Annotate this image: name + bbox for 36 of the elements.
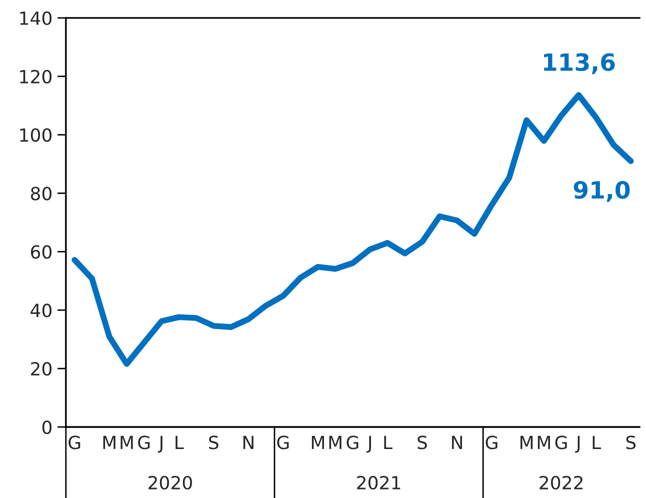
- x-tick-label: L: [176, 436, 184, 450]
- x-tick-label: N: [452, 436, 462, 450]
- x-tick-label: S: [626, 436, 636, 450]
- x-tick-label: M: [312, 436, 324, 450]
- data-label: 91,0: [574, 180, 630, 202]
- y-tick-label: 80: [30, 186, 52, 200]
- x-tick-label: M: [103, 436, 116, 450]
- x-tick-label: M: [538, 436, 550, 450]
- y-tick-label: 0: [42, 420, 52, 434]
- x-tick-label: G: [486, 436, 498, 450]
- x-tick-label: G: [138, 436, 150, 450]
- x-tick-label: J: [575, 436, 580, 453]
- text: 2021: [357, 476, 400, 490]
- x-tick-label: G: [277, 436, 289, 450]
- x-tick-label: J: [158, 436, 162, 453]
- x-tick-label: S: [209, 436, 218, 450]
- x-tick-label: M: [520, 436, 533, 450]
- x-tick-label: G: [68, 436, 80, 450]
- y-tick-label: 100: [20, 128, 52, 142]
- x-tick-label: S: [418, 436, 427, 450]
- y-tick-label: 40: [30, 304, 52, 318]
- x-tick-label: J: [366, 436, 371, 453]
- x-tick-label: M: [120, 436, 133, 450]
- x-tick-label: N: [243, 436, 254, 450]
- y-tick-label: 20: [31, 362, 52, 376]
- y-tick-label: 60: [30, 245, 52, 259]
- x-tick-label: G: [555, 436, 567, 450]
- x-tick-label: L: [384, 436, 392, 450]
- text: 2022: [540, 476, 582, 490]
- data-label: 113,6: [544, 53, 615, 74]
- y-tick-label: 140: [20, 11, 52, 26]
- x-tick-label: G: [346, 436, 358, 450]
- x-tick-label: L: [592, 436, 602, 450]
- x-tick-label: M: [329, 436, 342, 450]
- y-tick-label: 120: [20, 70, 52, 84]
- text: 2020: [148, 476, 192, 490]
